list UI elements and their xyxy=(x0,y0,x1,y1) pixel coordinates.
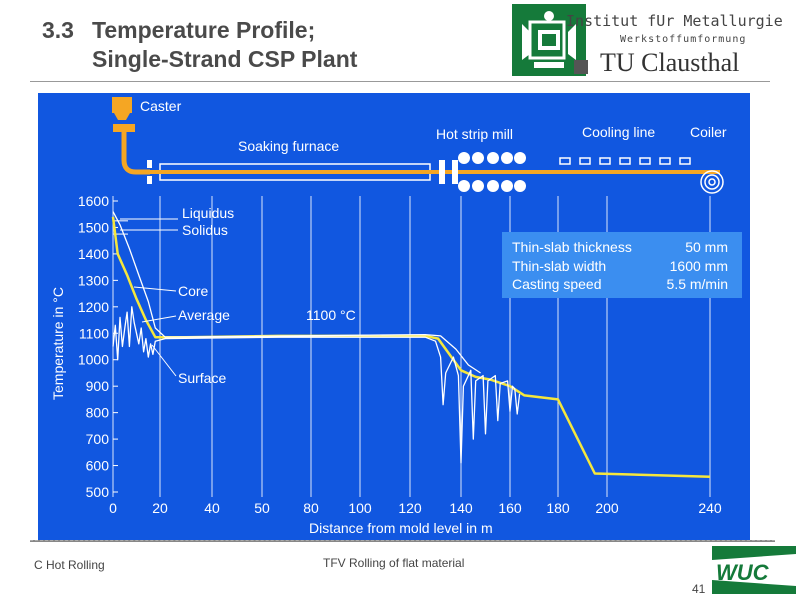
process-parameters-box: Thin-slab thickness 50 mm Thin-slab widt… xyxy=(502,232,742,298)
param-value: 1600 mm xyxy=(669,258,728,274)
x-axis-title: Distance from mold level in m xyxy=(309,520,493,536)
footer-divider xyxy=(30,540,775,542)
title-line-2: Single-Strand CSP Plant xyxy=(92,46,358,72)
soaking-furnace-label: Soaking furnace xyxy=(238,138,339,154)
average-label: Average xyxy=(178,307,230,323)
x-tick-label: 50 xyxy=(254,500,270,516)
caster-strand-icon xyxy=(121,132,150,175)
ladle-nozzle-icon xyxy=(114,113,130,120)
y-tick-label: 1000 xyxy=(78,352,109,368)
coiler-label: Coiler xyxy=(690,124,727,140)
university-crest-logo xyxy=(512,4,586,76)
x-tick-label: 120 xyxy=(398,500,422,516)
slide-title: 3.3 Temperature Profile; Single-Strand CS… xyxy=(42,16,357,74)
solidus-label: Solidus xyxy=(182,222,228,238)
y-axis-ticks: 500 600 700 800 900 1000 1100 1200 1300 1400 1500 1… xyxy=(78,193,109,500)
param-value: 5.5 m/min xyxy=(666,276,728,292)
temperature-1100-label: 1100 °C xyxy=(306,307,356,323)
y-tick-label: 1500 xyxy=(78,219,109,235)
y-tick-label: 1600 xyxy=(78,193,109,209)
y-tick-label: 800 xyxy=(86,405,110,421)
annotation-leaders xyxy=(120,218,178,377)
chart-series xyxy=(111,211,711,478)
footer-chapter: C Hot Rolling xyxy=(34,558,105,572)
param-label: Thin-slab thickness xyxy=(512,239,632,255)
x-tick-label: 80 xyxy=(303,500,319,516)
hot-strip-mill-label: Hot strip mill xyxy=(436,126,513,142)
param-row-width: Thin-slab width xyxy=(512,258,606,274)
caster-roll-icon xyxy=(147,160,152,168)
y-tick-label: 1200 xyxy=(78,299,109,315)
cooling-sprays-icon xyxy=(559,157,691,165)
x-tick-label: 200 xyxy=(595,500,619,516)
series-line-core xyxy=(112,211,481,374)
caster-roll-icon xyxy=(147,176,152,184)
y-tick-label: 700 xyxy=(86,431,110,447)
university-name: TU Clausthal xyxy=(600,48,740,77)
wuc-logo: WUC xyxy=(712,546,796,594)
surface-label: Surface xyxy=(178,370,226,386)
ladle-icon xyxy=(112,97,132,113)
page-number: 41 xyxy=(692,582,706,596)
mill-stands-icon xyxy=(439,152,526,192)
y-tick-label: 1300 xyxy=(78,272,109,288)
x-tick-label: 40 xyxy=(204,500,220,516)
x-tick-label: 0 xyxy=(109,500,117,516)
section-number: 3.3 xyxy=(42,17,74,43)
y-tick-label: 500 xyxy=(86,484,110,500)
liquidus-label: Liquidus xyxy=(182,205,234,221)
x-tick-label: 160 xyxy=(498,500,522,516)
y-tick-label: 600 xyxy=(86,458,110,474)
footer-course: TFV Rolling of flat material xyxy=(323,556,465,570)
title-line-1: Temperature Profile; xyxy=(92,17,316,43)
x-tick-label: 20 xyxy=(152,500,168,516)
institute-name: Institut fUr Metallurgie xyxy=(566,12,783,30)
x-tick-label: 180 xyxy=(546,500,570,516)
series-line-surface xyxy=(112,306,521,464)
university-square-mark xyxy=(574,60,588,74)
x-axis-ticks: 0 20 40 50 80 100 120 140 160 180 200 240 xyxy=(109,500,722,516)
param-row-speed: Casting speed xyxy=(512,276,602,292)
x-tick-label: 100 xyxy=(348,500,372,516)
y-tick-label: 900 xyxy=(86,378,110,394)
param-label: Thin-slab width xyxy=(512,258,607,274)
y-axis-title: Temperature in °C xyxy=(50,287,66,400)
cooling-line-label: Cooling line xyxy=(582,124,655,140)
tundish-icon xyxy=(113,124,135,132)
param-label: Casting speed xyxy=(512,276,602,292)
param-value: 50 mm xyxy=(685,239,728,255)
core-label: Core xyxy=(178,283,209,299)
y-tick-label: 1100 xyxy=(79,325,109,341)
series-line-average xyxy=(111,216,711,478)
x-tick-label: 240 xyxy=(698,500,722,516)
institute-subtitle: Werkstoffumformung xyxy=(620,34,747,45)
wuc-logo-text: WUC xyxy=(716,560,770,585)
param-row-thickness: Thin-slab thickness xyxy=(512,239,632,255)
chart-panel xyxy=(38,93,750,540)
header-divider xyxy=(30,81,770,82)
x-tick-label: 140 xyxy=(449,500,473,516)
y-tick-label: 1400 xyxy=(78,246,109,262)
coiler-icon xyxy=(700,170,724,194)
plant-schematic: Caster Soaking furnace Hot strip mill Co… xyxy=(112,97,727,194)
caster-label: Caster xyxy=(140,98,182,114)
crest-icon xyxy=(522,11,576,68)
